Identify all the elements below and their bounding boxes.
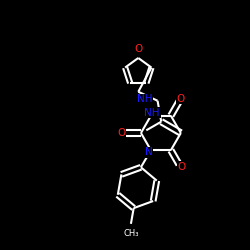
Text: O: O xyxy=(178,162,186,172)
Text: O: O xyxy=(135,44,143,54)
Text: NH: NH xyxy=(144,108,160,118)
Text: NH: NH xyxy=(137,94,153,104)
Text: O: O xyxy=(176,94,184,104)
Text: CH₃: CH₃ xyxy=(123,228,139,237)
Text: N: N xyxy=(145,147,153,157)
Text: O: O xyxy=(117,128,126,138)
